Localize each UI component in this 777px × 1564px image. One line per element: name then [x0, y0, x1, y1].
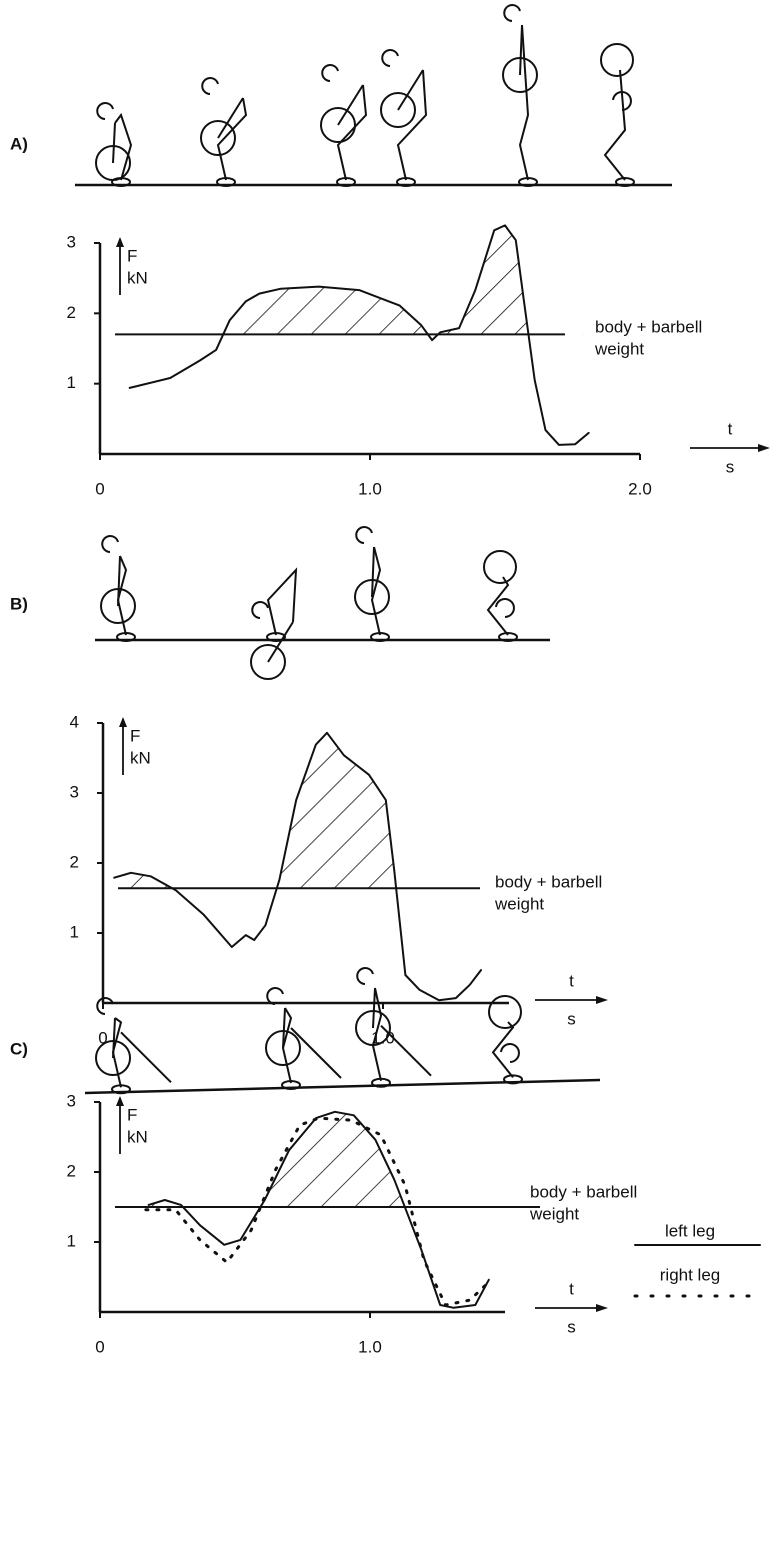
figure-part: [357, 968, 373, 984]
y-label: F: [127, 246, 137, 265]
reference-label: weight: [494, 894, 544, 913]
x-arrowhead: [596, 996, 608, 1004]
stick-figure: [356, 968, 431, 1087]
figure-part: [356, 527, 372, 543]
x-tick-label: 0: [95, 1337, 104, 1356]
stick-figure: [201, 78, 246, 186]
reference-label: body + barbell: [530, 1182, 637, 1201]
figure: A)12301.02.0FkNtsbody + barbellweightB)1…: [0, 0, 777, 1564]
figure-part: [202, 78, 218, 94]
stick-figure: [601, 44, 634, 186]
x-tick-label: 1.0: [358, 479, 382, 498]
figure-part: [97, 103, 113, 119]
x-label: t: [569, 1279, 574, 1298]
x-unit: s: [567, 1009, 576, 1028]
stick-figure: [251, 570, 296, 679]
figure-part: [113, 1018, 115, 1058]
stick-figure: [96, 103, 131, 186]
y-arrowhead: [116, 237, 124, 247]
y-unit: kN: [127, 1127, 148, 1146]
y-tick-label: 2: [70, 852, 79, 871]
x-unit: s: [567, 1317, 576, 1336]
stick-figure: [503, 5, 537, 186]
stick-figure: [355, 527, 389, 641]
legend-label: left leg: [665, 1221, 715, 1240]
figure-part: [97, 998, 113, 1014]
reference-label: weight: [594, 339, 644, 358]
y-tick-label: 4: [70, 712, 79, 731]
figure-part: [338, 85, 363, 125]
figure-part: [493, 1022, 513, 1077]
figure-part: [373, 988, 375, 1028]
y-arrowhead: [116, 1096, 124, 1106]
figure-part: [121, 1032, 171, 1082]
hatch-area: [114, 733, 481, 1000]
legend-label: right leg: [660, 1265, 720, 1284]
reference-label: body + barbell: [495, 872, 602, 891]
figure-part: [488, 577, 508, 635]
page: {"chart_data": [ {"type": "line", "panel…: [0, 0, 777, 1564]
y-tick-label: 1: [67, 1231, 76, 1250]
stick-figure: [321, 65, 366, 186]
figure-part: [118, 556, 120, 606]
figure-part: [501, 1044, 519, 1062]
figure-part: [268, 622, 293, 662]
x-tick-label: 2.0: [628, 479, 652, 498]
y-unit: kN: [127, 268, 148, 287]
figure-part: [252, 602, 268, 618]
x-label: t: [569, 971, 574, 990]
panel-label: A): [10, 134, 28, 153]
y-unit: kN: [130, 748, 151, 767]
figure-part: [398, 70, 423, 110]
x-tick-label: 1.0: [358, 1337, 382, 1356]
reference-label: weight: [529, 1204, 579, 1223]
figure-part: [504, 5, 520, 21]
figure-part: [520, 25, 522, 75]
y-tick-label: 2: [67, 303, 76, 322]
figure-part: [601, 44, 633, 76]
y-tick-label: 2: [67, 1161, 76, 1180]
figure-part: [113, 123, 115, 163]
stick-figure: [381, 50, 426, 186]
figure-part: [484, 551, 516, 583]
y-tick-label: 3: [67, 232, 76, 251]
panel-label: C): [10, 1039, 28, 1058]
figure-part: [372, 547, 374, 597]
figure-part: [267, 988, 283, 1004]
figure-part: [382, 50, 398, 66]
figure-part: [338, 85, 366, 180]
stick-figure: [101, 536, 135, 641]
y-label: F: [130, 726, 140, 745]
y-label: F: [127, 1105, 137, 1124]
x-tick-label: 0: [95, 479, 104, 498]
figure-part: [102, 536, 118, 552]
y-tick-label: 3: [67, 1091, 76, 1110]
figure-part: [218, 98, 246, 180]
y-tick-label: 3: [70, 782, 79, 801]
stick-figure: [489, 996, 522, 1083]
y-arrowhead: [119, 717, 127, 727]
reference-label: body + barbell: [595, 317, 702, 336]
x-unit: s: [726, 457, 735, 476]
x-arrowhead: [596, 1304, 608, 1312]
figure-part: [605, 70, 625, 180]
stick-figure: [484, 551, 517, 641]
figure-part: [489, 996, 521, 1028]
x-label: t: [728, 419, 733, 438]
x-arrowhead: [758, 444, 770, 452]
y-tick-label: 1: [70, 922, 79, 941]
figure-part: [322, 65, 338, 81]
hatch-area: [149, 1112, 489, 1308]
figure-part: [496, 599, 514, 617]
ground-line: [85, 1080, 600, 1093]
panel-label: B): [10, 594, 28, 613]
y-tick-label: 1: [67, 373, 76, 392]
